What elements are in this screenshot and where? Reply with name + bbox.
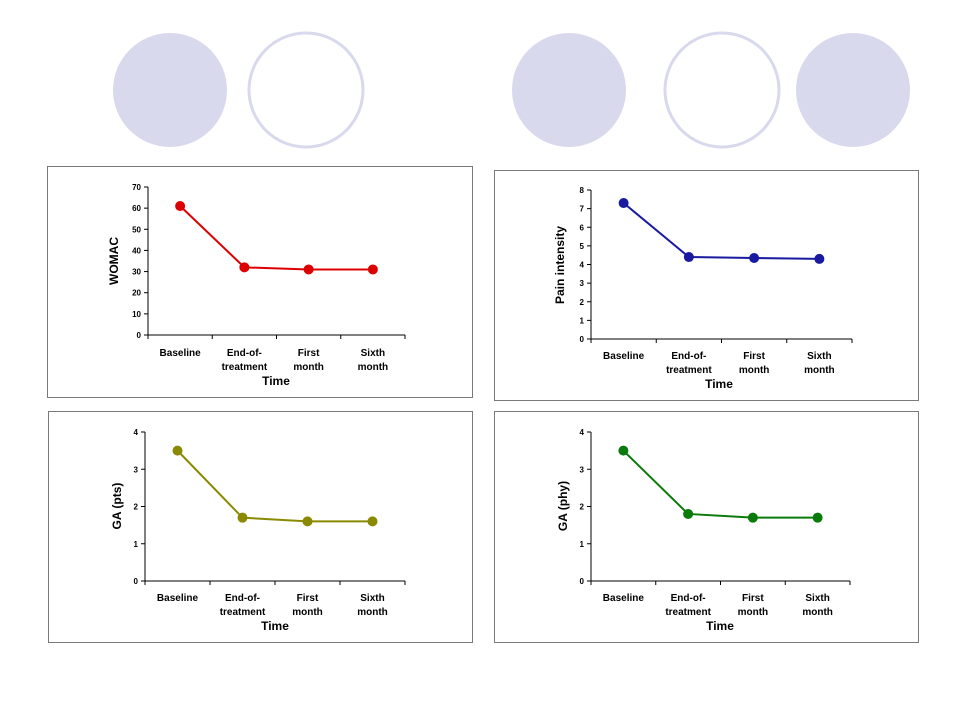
x-tick-label: First month	[292, 593, 323, 618]
chart-panel-womac: 0 10 20 30 40 50 60 70 Baseline End-of-treatment F…	[47, 166, 473, 398]
data-point	[302, 516, 313, 527]
y-tick-label: 70	[132, 183, 141, 192]
series-line	[622, 202, 820, 260]
y-tick-label: 3	[134, 465, 139, 474]
y-tick-label: 7	[580, 205, 585, 214]
data-point	[303, 264, 314, 275]
x-tick-label: Baseline	[157, 593, 199, 604]
data-point	[618, 198, 629, 209]
y-axis-title: GA (pts)	[110, 483, 124, 530]
y-tick-label: 4	[134, 428, 139, 437]
data-point	[683, 508, 694, 519]
y-tick-label: 0	[580, 577, 585, 586]
y-axis-title: Pain intensity	[553, 226, 567, 304]
decorative-circles	[113, 31, 910, 149]
x-axis-title: Time	[706, 619, 734, 633]
y-tick-label: 40	[132, 246, 141, 255]
data-point	[237, 512, 248, 523]
data-point	[172, 445, 183, 456]
data-point	[618, 445, 629, 456]
x-tick-label: End-of-treatment	[220, 593, 266, 618]
y-tick-label: 0	[580, 335, 585, 344]
series-line	[622, 449, 818, 519]
y-tick-label: 8	[580, 186, 585, 195]
chart-panel-ga-phy: 0 1 2 3 4 Baseline End-of-treatment First month S…	[494, 411, 919, 643]
y-tick-label: 20	[132, 289, 141, 298]
x-tick-label: Sixth month	[802, 593, 833, 618]
x-tick-label: Baseline	[160, 348, 202, 359]
x-tick-label: Sixth month	[357, 593, 388, 618]
filled-circle	[113, 33, 227, 147]
data-point	[239, 262, 250, 273]
x-tick-label: Baseline	[603, 351, 645, 362]
y-tick-label: 0	[137, 331, 142, 340]
y-tick-label: 5	[580, 242, 585, 251]
data-point	[747, 512, 758, 523]
womac-chart: 0 10 20 30 40 50 60 70 Baseline End-of-treatment F…	[107, 183, 406, 388]
x-tick-label: Sixth month	[804, 351, 835, 376]
x-axis-title: Time	[705, 377, 733, 391]
y-tick-label: 30	[132, 268, 141, 277]
ga-pts-chart: 0 1 2 3 4 Baseline End-of-treatment First month S…	[110, 428, 406, 633]
x-tick-label: Baseline	[603, 593, 645, 604]
y-tick-label: 3	[580, 465, 585, 474]
pain-intensity-chart: 0 1 2 3 4 5 6 7 8 Baseline End-of-treatment First mo…	[553, 186, 853, 391]
x-tick-label: End-of-treatment	[665, 593, 711, 618]
data-point	[175, 201, 186, 212]
y-tick-label: 2	[580, 298, 585, 307]
x-tick-label: First month	[739, 351, 770, 376]
x-tick-label: End-of-treatment	[666, 351, 712, 376]
y-tick-label: 2	[134, 503, 139, 512]
filled-circle	[796, 33, 910, 147]
filled-circle	[512, 33, 626, 147]
y-tick-label: 10	[132, 310, 141, 319]
data-point	[367, 516, 378, 527]
y-tick-label: 1	[134, 540, 139, 549]
x-axis-title: Time	[262, 374, 290, 388]
y-tick-label: 4	[580, 428, 585, 437]
y-tick-label: 2	[580, 503, 585, 512]
series-line	[176, 449, 373, 523]
y-tick-label: 1	[580, 540, 585, 549]
data-point	[367, 264, 378, 275]
data-point	[749, 252, 760, 263]
chart-panel-ga-pts: 0 1 2 3 4 Baseline End-of-treatment First month S…	[48, 411, 473, 643]
x-tick-label: End-of-treatment	[222, 348, 268, 373]
y-tick-label: 4	[580, 261, 585, 270]
y-tick-label: 3	[580, 279, 585, 288]
y-axis-title: GA (phy)	[556, 481, 570, 531]
y-tick-label: 6	[580, 223, 585, 232]
chart-panel-pain-intensity: 0 1 2 3 4 5 6 7 8 Baseline End-of-treatment First mo…	[494, 170, 919, 401]
y-axis-title: WOMAC	[107, 237, 121, 285]
y-tick-label: 0	[134, 577, 139, 586]
x-tick-label: First month	[738, 593, 769, 618]
x-axis-title: Time	[261, 619, 289, 633]
data-point	[683, 252, 694, 263]
ga-phy-chart: 0 1 2 3 4 Baseline End-of-treatment First month S…	[556, 428, 851, 633]
data-point	[812, 512, 823, 523]
y-tick-label: 1	[580, 316, 585, 325]
data-point	[814, 253, 825, 264]
y-tick-label: 60	[132, 204, 141, 213]
outline-circle	[663, 31, 781, 149]
outline-circle	[247, 31, 365, 149]
x-tick-label: Sixth month	[358, 348, 389, 373]
y-tick-label: 50	[132, 225, 141, 234]
x-tick-label: First month	[293, 348, 324, 373]
series-line	[179, 205, 373, 271]
